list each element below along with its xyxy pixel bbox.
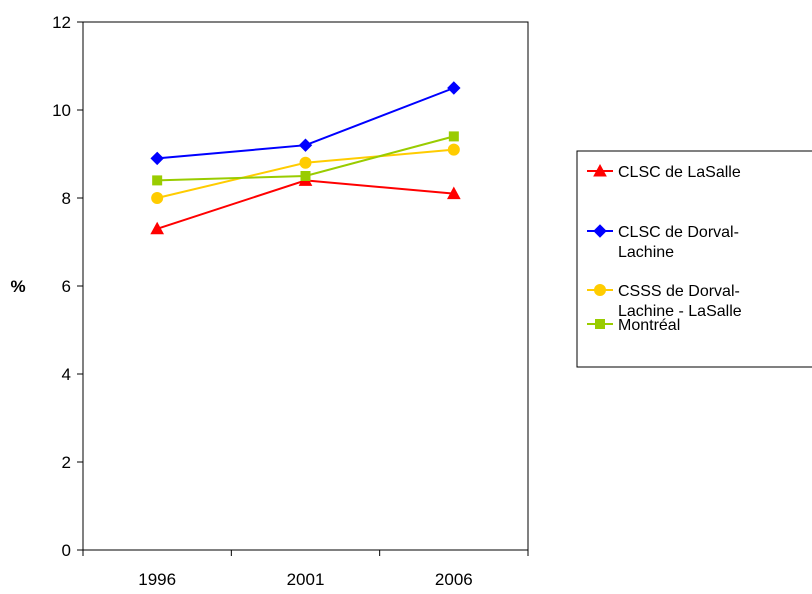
legend-box: [576, 150, 812, 368]
series-3: [152, 131, 459, 186]
y-tick-label: 6: [62, 277, 71, 296]
x-tick-label: 2006: [435, 570, 473, 589]
x-axis: 1996 2001 2006: [82, 550, 529, 589]
data-point: [448, 131, 459, 142]
legend-label: Lachine - LaSalle: [618, 303, 742, 320]
data-point: [447, 143, 460, 156]
legend-entry: CLSC de Dorval- Lachine: [587, 224, 739, 261]
data-point: [446, 186, 461, 200]
legend-label: CLSC de Dorval-: [618, 224, 739, 241]
plot-frame: [82, 21, 529, 551]
legend-label: Lachine: [618, 244, 674, 261]
y-tick-label: 12: [52, 13, 71, 32]
y-tick-label: 10: [52, 101, 71, 120]
series-2: [151, 143, 460, 204]
data-point: [150, 151, 164, 166]
legend-marker: [593, 163, 607, 177]
y-tick-label: 0: [62, 541, 71, 560]
legend: CLSC de LaSalle CLSC de Dorval- Lachine CSS…: [576, 150, 812, 368]
data-point: [300, 171, 311, 181]
x-tick-label: 1996: [138, 570, 176, 589]
legend-marker: [595, 319, 605, 329]
y-axis-label: %: [10, 277, 25, 296]
x-tick-label: 2001: [287, 570, 325, 589]
y-tick-label: 8: [62, 189, 71, 208]
data-point: [150, 221, 165, 235]
plot-area: [82, 21, 529, 551]
legend-entry: Montréal: [587, 317, 680, 334]
legend-label: CLSC de LaSalle: [618, 164, 741, 181]
series-layer: [150, 81, 461, 235]
data-point: [151, 192, 164, 204]
legend-label: Montréal: [618, 317, 680, 334]
legend-entry: CSSS de Dorval- Lachine - LaSalle: [587, 283, 742, 320]
legend-entry: CLSC de LaSalle: [587, 163, 741, 181]
series-1: [150, 81, 461, 166]
y-tick-label: 2: [62, 453, 71, 472]
data-point: [447, 81, 461, 95]
y-axis: 0 2 4 6 8 10 12: [52, 13, 83, 560]
data-point: [152, 175, 163, 186]
y-tick-label: 4: [62, 365, 71, 384]
data-point: [299, 156, 312, 169]
legend-marker: [594, 284, 606, 296]
legend-marker: [593, 224, 607, 238]
legend-label: CSSS de Dorval-: [618, 283, 740, 300]
data-point: [298, 138, 313, 152]
